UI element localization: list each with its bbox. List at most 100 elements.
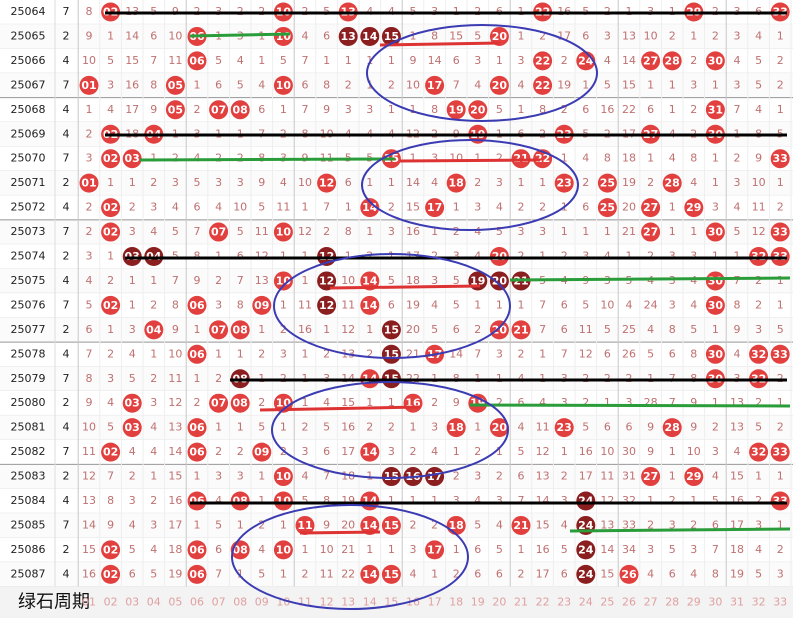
omission: 1 [712, 396, 719, 409]
ball-number: 19 [470, 274, 485, 287]
omission: 7 [150, 54, 157, 67]
omission: 1 [582, 78, 589, 91]
ball-number: 18 [449, 421, 464, 434]
omission: 1 [474, 372, 481, 385]
period: 25086 [11, 543, 46, 556]
omission: 8 [172, 298, 179, 311]
omission: 9 [172, 323, 179, 336]
omission: 4 [496, 201, 503, 214]
ball [187, 295, 207, 315]
omission: 8 [453, 372, 460, 385]
green-line [139, 157, 396, 162]
ball [597, 198, 617, 218]
ball-number: 17 [427, 201, 442, 214]
omission: 7 [453, 78, 460, 91]
omission: 5 [712, 494, 719, 507]
omission: 3 [712, 201, 719, 214]
omission: 6 [561, 567, 568, 580]
omission: 14 [406, 176, 420, 189]
ball-number: 20 [492, 79, 508, 92]
omission: 1 [345, 54, 352, 67]
column-header: 05 [168, 595, 182, 608]
omission: 16 [579, 445, 593, 458]
omission: 9 [647, 421, 654, 434]
ball-number: 14 [362, 274, 378, 287]
omission: 6 [129, 567, 136, 580]
omission: 1 [345, 250, 352, 263]
omission: 10 [406, 78, 420, 91]
ball [381, 320, 401, 340]
period: 25068 [11, 103, 46, 116]
omission: 9 [86, 29, 93, 42]
omission: 6 [150, 29, 157, 42]
omission: 1 [474, 298, 481, 311]
omission: 1 [302, 201, 309, 214]
omission: 1 [777, 298, 784, 311]
omission: 3 [302, 445, 309, 458]
span: 4 [63, 54, 70, 67]
omission: 1 [496, 445, 503, 458]
omission: 3 [237, 470, 244, 483]
span: 7 [63, 518, 70, 531]
omission: 2 [366, 421, 373, 434]
omission: 19 [168, 567, 182, 580]
omission: 6 [474, 543, 481, 556]
omission: 1 [669, 470, 676, 483]
green-line [189, 32, 291, 38]
omission: 5 [496, 225, 503, 238]
ball [230, 393, 250, 413]
ball [273, 26, 293, 46]
omission: 2 [215, 372, 222, 385]
omission: 8 [345, 225, 352, 238]
omission: 2 [669, 494, 676, 507]
ball [273, 222, 293, 242]
omission: 6 [345, 176, 352, 189]
omission: 5 [107, 54, 114, 67]
omission: 18 [622, 152, 636, 165]
omission: 1 [280, 103, 287, 116]
column-header: 03 [125, 595, 139, 608]
omission: 2 [604, 372, 611, 385]
row-bg [0, 73, 793, 98]
omission: 4 [107, 396, 114, 409]
omission: 14 [428, 54, 442, 67]
omission: 7 [323, 201, 330, 214]
row-bg [0, 170, 793, 196]
omission: 1 [518, 176, 525, 189]
omission: 4 [474, 225, 481, 238]
ball [187, 442, 207, 462]
omission: 2 [345, 78, 352, 91]
omission: 3 [496, 176, 503, 189]
omission: 5 [755, 567, 762, 580]
ball [533, 75, 553, 95]
ball-number: 24 [578, 568, 594, 581]
omission: 1 [453, 445, 460, 458]
span: 2 [63, 543, 70, 556]
omission: 8 [107, 494, 114, 507]
omission: 2 [107, 274, 114, 287]
omission: 1 [539, 347, 546, 360]
column-header: 06 [190, 595, 204, 608]
ball [425, 540, 445, 560]
omission: 2 [86, 225, 93, 238]
omission: 2 [366, 250, 373, 263]
omission: 2 [258, 396, 265, 409]
ball [317, 271, 337, 291]
column-header: 30 [708, 595, 722, 608]
omission: 4 [129, 518, 136, 531]
omission: 4 [302, 470, 309, 483]
column-header: 33 [773, 595, 787, 608]
omission: 3 [388, 445, 395, 458]
omission: 1 [410, 494, 417, 507]
omission: 1 [366, 225, 373, 238]
ball-number: 13 [341, 30, 356, 43]
omission: 10 [687, 445, 701, 458]
omission: 4 [539, 396, 546, 409]
omission: 2 [518, 347, 525, 360]
omission: 4 [280, 176, 287, 189]
ball-number: 10 [276, 470, 292, 483]
ball-number: 30 [708, 274, 724, 287]
omission: 9 [86, 396, 93, 409]
omission: 3 [604, 29, 611, 42]
ball [187, 51, 207, 71]
